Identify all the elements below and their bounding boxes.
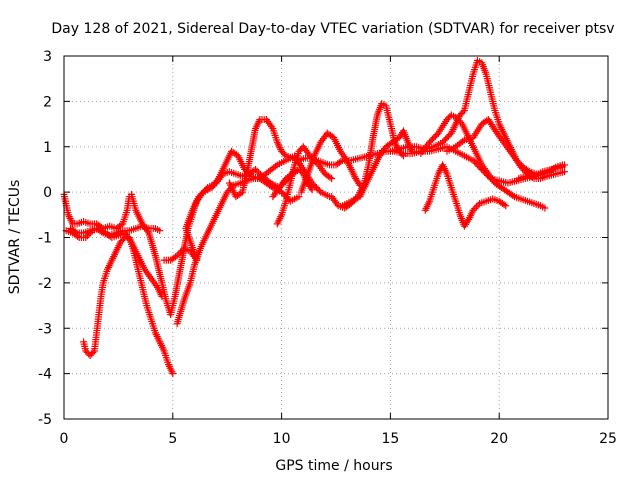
data-point bbox=[295, 193, 303, 201]
data-point bbox=[513, 156, 521, 164]
data-point bbox=[474, 201, 482, 209]
data-point bbox=[251, 165, 259, 173]
plot-frame bbox=[63, 55, 609, 420]
data-point bbox=[514, 158, 522, 166]
data-point bbox=[173, 252, 181, 260]
plot-area bbox=[60, 57, 568, 378]
data-point bbox=[464, 217, 472, 225]
data-point bbox=[74, 232, 82, 240]
axis-tick-labels: 0 5 10 15 20 25 -5 -4 -3 -2 -1 0 1 2 3 bbox=[38, 49, 617, 447]
series-arc-15 bbox=[421, 161, 510, 230]
data-point bbox=[471, 205, 479, 213]
data-point bbox=[178, 247, 186, 255]
data-point bbox=[308, 186, 316, 194]
data-point bbox=[560, 168, 568, 176]
series-arc-17 bbox=[515, 163, 566, 183]
data-point bbox=[469, 206, 477, 214]
data-point bbox=[453, 115, 461, 123]
data-point bbox=[202, 185, 210, 193]
y-tick-label: -4 bbox=[38, 367, 52, 383]
data-point bbox=[176, 248, 184, 256]
y-axis-label: SDTVAR / TECUs bbox=[7, 180, 23, 295]
series-arc-6 bbox=[173, 175, 303, 328]
data-point bbox=[267, 182, 275, 190]
data-point bbox=[175, 250, 183, 258]
data-point bbox=[156, 227, 164, 235]
data-point bbox=[492, 127, 500, 135]
data-point bbox=[399, 152, 407, 160]
series-arc-13 bbox=[386, 57, 568, 183]
y-tick-label: 2 bbox=[43, 94, 52, 110]
data-point bbox=[223, 188, 231, 196]
x-tick-label: 10 bbox=[273, 431, 291, 447]
y-tick-label: -2 bbox=[38, 276, 52, 292]
y-tick-label: 0 bbox=[43, 185, 52, 201]
y-tick-label: -1 bbox=[38, 231, 52, 247]
y-tick-label: -3 bbox=[38, 321, 52, 337]
data-point bbox=[326, 173, 334, 181]
data-point bbox=[253, 167, 261, 175]
data-point bbox=[83, 232, 91, 240]
data-point bbox=[307, 184, 315, 192]
grid bbox=[64, 56, 608, 419]
x-tick-label: 25 bbox=[599, 431, 617, 447]
data-point bbox=[472, 203, 480, 211]
data-point bbox=[255, 169, 263, 177]
series-arc-14 bbox=[417, 111, 549, 212]
x-tick-label: 15 bbox=[381, 431, 399, 447]
data-point bbox=[337, 157, 345, 165]
data-point bbox=[89, 348, 97, 356]
data-point bbox=[541, 204, 549, 212]
series-arc-7 bbox=[225, 116, 336, 201]
series-arc-4 bbox=[80, 234, 177, 378]
data-point bbox=[500, 201, 508, 209]
x-tick-label: 0 bbox=[60, 431, 69, 447]
y-tick-label: 3 bbox=[43, 49, 52, 65]
series-arc-12 bbox=[339, 127, 416, 210]
x-axis-label: GPS time / hours bbox=[275, 458, 392, 474]
data-point bbox=[455, 117, 463, 125]
data-point bbox=[119, 235, 127, 243]
data-point bbox=[558, 163, 566, 171]
y-tick-label: -5 bbox=[38, 412, 52, 428]
series-arc-10 bbox=[297, 129, 364, 196]
data-point bbox=[328, 175, 336, 183]
data-point bbox=[509, 192, 517, 200]
data-point bbox=[315, 187, 323, 195]
chart-title: Day 128 of 2021, Sidereal Day-to-day VTE… bbox=[51, 21, 614, 37]
data-point bbox=[398, 150, 406, 158]
data-point bbox=[158, 292, 166, 300]
data-point bbox=[82, 234, 90, 241]
data-point bbox=[87, 228, 95, 236]
data-point bbox=[459, 108, 467, 116]
data-point bbox=[85, 230, 93, 238]
data-point bbox=[452, 113, 460, 121]
data-point bbox=[169, 370, 177, 378]
data-point bbox=[457, 118, 465, 126]
y-tick-label: 1 bbox=[43, 140, 52, 156]
data-point bbox=[502, 202, 510, 210]
x-tick-label: 5 bbox=[168, 431, 177, 447]
x-tick-label: 20 bbox=[490, 431, 508, 447]
data-point bbox=[516, 160, 524, 168]
data-point bbox=[281, 150, 289, 158]
